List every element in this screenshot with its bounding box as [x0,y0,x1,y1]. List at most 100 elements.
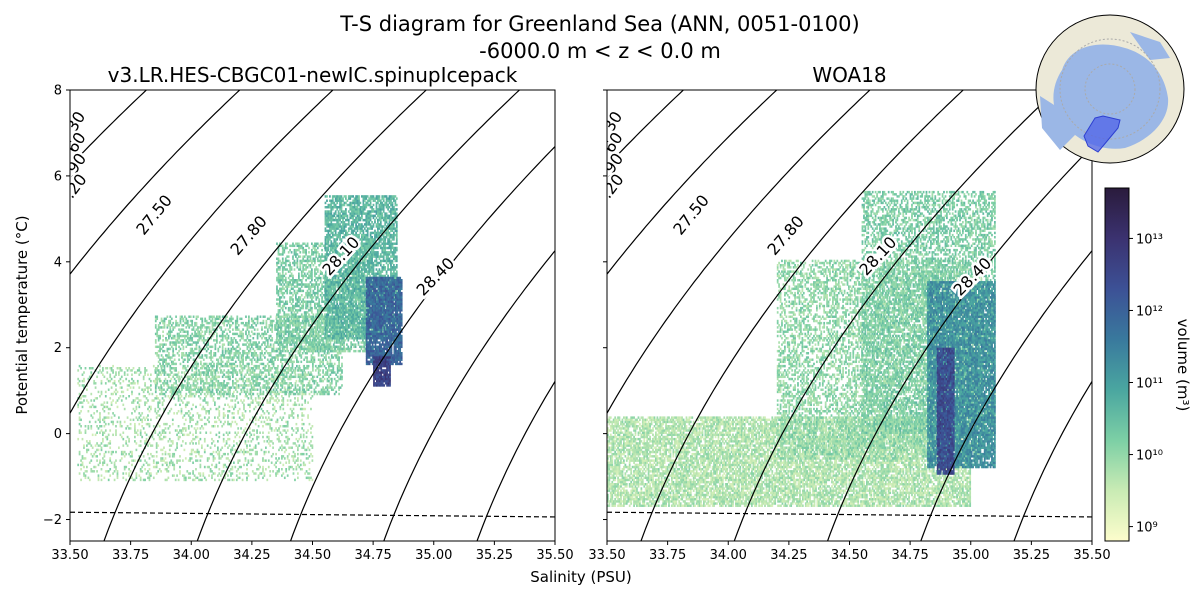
heatmap-cell [256,332,259,336]
heatmap-cell [160,386,163,389]
heatmap-cell [281,362,284,366]
heatmap-cell [119,459,122,462]
heatmap-cell [244,457,247,460]
heatmap-cell [285,371,288,374]
heatmap-cell [125,397,128,400]
heatmap-cell [265,319,268,323]
heatmap-cell [265,326,268,329]
heatmap-cell [256,437,258,441]
heatmap-cell [88,405,91,409]
heatmap-cell [218,375,221,379]
heatmap-cell [107,433,110,437]
heatmap-cell [233,382,236,385]
heatmap-cell [228,410,231,413]
heatmap-cell [138,474,141,477]
heatmap-cell [296,289,299,293]
heatmap-cell [280,321,283,325]
heatmap-cell [162,326,164,329]
heatmap-cell [309,309,312,312]
heatmap-cell [227,392,230,396]
heatmap-cell [298,300,300,303]
heatmap-cell [243,324,246,327]
heatmap-cell [278,440,280,443]
heatmap-cell [259,397,261,400]
heatmap-cell [176,474,178,477]
heatmap-cell [178,332,180,336]
heatmap-cell [280,306,283,310]
heatmap-cell [113,375,116,379]
heatmap-cell [306,388,308,391]
heatmap-cell [252,352,255,355]
heatmap-cell [243,339,246,342]
heatmap-cell [272,470,274,473]
heatmap-cell [242,354,244,357]
heatmap-cell [295,281,297,284]
heatmap-cell [227,373,230,376]
heatmap-cell [227,334,230,338]
heatmap-cell [286,437,289,441]
heatmap-cell [302,442,305,445]
heatmap-cell [258,332,260,336]
heatmap-cell [234,339,237,342]
heatmap-cell [218,326,221,329]
heatmap-cell [172,390,175,394]
heatmap-cell [187,395,190,398]
heatmap-cell [233,354,236,357]
heatmap-cell [240,384,242,387]
heatmap-cell [163,369,166,372]
heatmap-cell [90,399,93,402]
heatmap-cell [220,388,223,391]
heatmap-cell [278,399,280,402]
heatmap-cell [211,324,214,327]
heatmap-cell [159,326,161,329]
heatmap-cell [313,356,316,359]
heatmap-cell [256,317,259,321]
heatmap-cell [131,401,133,404]
heatmap-cell [291,384,294,387]
heatmap-cell [131,382,133,385]
heatmap-cell [172,362,175,366]
heatmap-cell [239,371,242,374]
heatmap-cell [315,244,318,248]
heatmap-cell [284,354,287,357]
heatmap-cell [196,422,199,426]
heatmap-cell [157,414,160,417]
heatmap-cell [83,472,85,475]
heatmap-cell [309,328,312,331]
heatmap-cell [246,345,249,349]
heatmap-cell [147,452,149,456]
heatmap-cell [169,390,172,394]
heatmap-cell [291,446,293,449]
heatmap-cell [192,382,195,385]
heatmap-cell [243,352,246,355]
heatmap-cell [297,352,300,355]
heatmap-cell [234,364,237,368]
heatmap-cell [162,345,164,349]
heatmap-cell [195,405,197,409]
heatmap-cell [308,472,311,475]
heatmap-cell [192,334,195,338]
heatmap-cell [279,339,281,342]
heatmap-cell [312,253,315,256]
heatmap-cell [290,349,292,353]
heatmap-cell [205,369,208,372]
heatmap-cell [185,392,188,396]
heatmap-cell [266,382,269,385]
heatmap-cell [213,324,215,327]
heatmap-cell [295,324,297,327]
heatmap-cell [312,356,314,359]
heatmap-cell [190,416,193,419]
heatmap-cell [234,386,237,389]
heatmap-cell [202,388,205,391]
heatmap-cell [265,459,267,462]
heatmap-cell [249,341,252,344]
heatmap-cell [308,264,310,267]
heatmap-cell [301,375,304,379]
heatmap-cell [243,414,245,417]
heatmap-cell [194,367,196,370]
heatmap-cell [288,339,291,342]
heatmap-cell [129,382,132,385]
heatmap-cell [243,463,245,467]
heatmap-cell [178,324,180,327]
heatmap-cell [305,291,307,295]
